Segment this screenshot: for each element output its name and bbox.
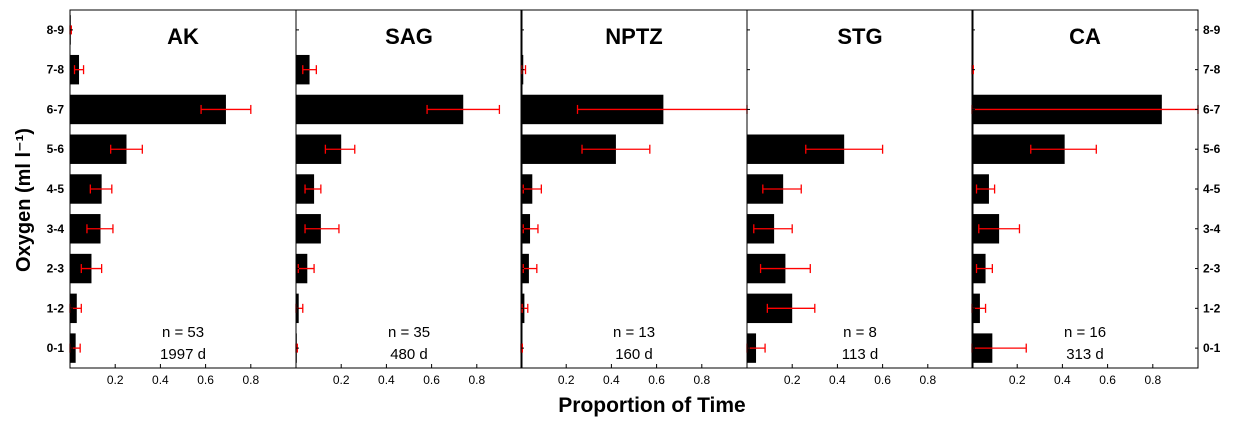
x-tick-label: 0.2 bbox=[1009, 373, 1026, 387]
panel-d-label: 113 d bbox=[842, 346, 878, 363]
panel-title: NPTZ bbox=[605, 24, 662, 49]
panel-d-label: 1997 d bbox=[160, 346, 206, 363]
y-category-label-right: 7-8 bbox=[1203, 63, 1221, 77]
y-category-label-right: 8-9 bbox=[1203, 23, 1221, 37]
y-category-label-left: 2-3 bbox=[47, 262, 65, 276]
x-tick-label: 0.8 bbox=[693, 373, 710, 387]
panel-d-label: 480 d bbox=[390, 346, 428, 363]
panel-d-label: 313 d bbox=[1066, 346, 1104, 363]
x-tick-label: 0.6 bbox=[423, 373, 440, 387]
x-tick-label: 0.6 bbox=[1099, 373, 1116, 387]
panel-n-label: n = 53 bbox=[162, 324, 204, 341]
x-tick-label: 0.2 bbox=[333, 373, 350, 387]
x-tick-label: 0.4 bbox=[152, 373, 169, 387]
y-category-label-right: 0-1 bbox=[1203, 341, 1221, 355]
panel-n-label: n = 16 bbox=[1064, 324, 1106, 341]
x-tick-label: 0.8 bbox=[242, 373, 259, 387]
x-tick-label: 0.4 bbox=[378, 373, 395, 387]
x-axis-title: Proportion of Time bbox=[558, 394, 745, 417]
panel-title: AK bbox=[167, 24, 199, 49]
y-category-label-left: 1-2 bbox=[47, 301, 65, 315]
panel-ak: 0.2 0.4 0.6 0.8 AK n = 53 1997 d bbox=[69, 9, 297, 387]
panel-frame bbox=[295, 9, 523, 369]
x-tick-label: 0.2 bbox=[784, 373, 801, 387]
y-category-label-right: 5-6 bbox=[1203, 142, 1221, 156]
panel-d-label: 160 d bbox=[615, 346, 653, 363]
panel-title: STG bbox=[837, 24, 882, 49]
y-category-label-right: 2-3 bbox=[1203, 262, 1221, 276]
y-category-label-left: 0-1 bbox=[47, 341, 65, 355]
panel-n-label: n = 8 bbox=[843, 324, 877, 341]
x-tick-label: 0.6 bbox=[197, 373, 214, 387]
panel-n-label: n = 35 bbox=[388, 324, 430, 341]
y-category-label-left: 3-4 bbox=[47, 222, 65, 236]
panel-nptz: 0.2 0.4 0.6 0.8 NPTZ n = 13 160 d bbox=[520, 9, 748, 387]
panel-title: SAG bbox=[385, 24, 433, 49]
y-category-label-left: 4-5 bbox=[47, 182, 65, 196]
x-tick-label: 0.8 bbox=[468, 373, 485, 387]
panel-n-label: n = 13 bbox=[613, 324, 655, 341]
y-category-label-left: 5-6 bbox=[47, 142, 65, 156]
panel-stg: 0.2 0.4 0.6 0.8 STG n = 8 113 d bbox=[746, 9, 974, 387]
panel-frame bbox=[971, 9, 1199, 369]
y-category-label-right: 6-7 bbox=[1203, 102, 1221, 116]
x-tick-label: 0.2 bbox=[107, 373, 124, 387]
panel-sag: 0.2 0.4 0.6 0.8 SAG n = 35 480 d bbox=[295, 9, 523, 387]
y-category-label-left: 6-7 bbox=[47, 102, 65, 116]
x-tick-label: 0.8 bbox=[919, 373, 936, 387]
x-tick-label: 0.8 bbox=[1144, 373, 1161, 387]
x-tick-label: 0.4 bbox=[829, 373, 846, 387]
y-category-label-right: 3-4 bbox=[1203, 222, 1221, 236]
x-tick-label: 0.4 bbox=[603, 373, 620, 387]
y-category-label-right: 1-2 bbox=[1203, 301, 1221, 315]
x-tick-label: 0.2 bbox=[558, 373, 575, 387]
y-category-label-left: 7-8 bbox=[47, 63, 65, 77]
x-tick-label: 0.4 bbox=[1054, 373, 1071, 387]
y-category-label-left: 8-9 bbox=[47, 23, 65, 37]
x-tick-label: 0.6 bbox=[648, 373, 665, 387]
y-category-label-right: 4-5 bbox=[1203, 182, 1221, 196]
panel-title: CA bbox=[1069, 24, 1101, 49]
plot-layer: 0.2 0.4 0.6 0.8 AK n = 53 1997 d 0.2 0.4 0.6 0.8 SA… bbox=[47, 9, 1221, 387]
bar bbox=[70, 94, 226, 125]
y-axis-title: Oxygen (ml l⁻¹) bbox=[13, 128, 35, 272]
x-tick-label: 0.6 bbox=[874, 373, 891, 387]
panel-frame bbox=[520, 9, 748, 369]
panel-ca: 0.2 0.4 0.6 0.8 CA n = 16 313 d bbox=[971, 9, 1199, 387]
